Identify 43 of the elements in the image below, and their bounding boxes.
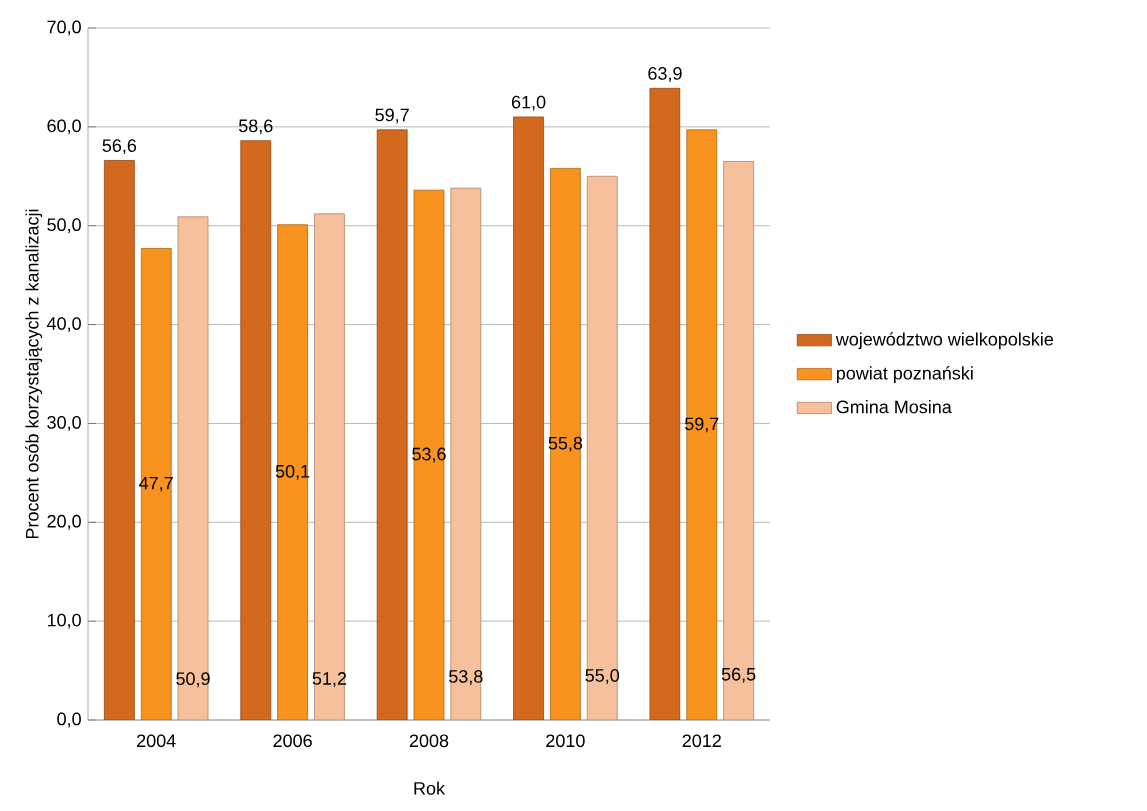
bar — [550, 167, 581, 720]
data-label: 58,6 — [238, 119, 273, 135]
data-label: 63,9 — [648, 67, 682, 82]
y-tick-label: 30,0 — [47, 415, 81, 431]
data-label: 55,0 — [585, 669, 620, 684]
legend-label: województwo wielkopolskie — [835, 332, 1054, 350]
bar — [586, 175, 618, 720]
x-tick-label: 2012 — [682, 734, 721, 748]
bar — [723, 161, 755, 720]
data-label: 53,8 — [449, 670, 483, 685]
bar — [686, 129, 718, 720]
data-label: 61,0 — [511, 95, 546, 111]
y-tick-label: 40,0 — [46, 317, 81, 332]
bar — [513, 116, 544, 720]
y-axis-title: Procent osób korzystających z kanalizacji — [25, 209, 43, 539]
y-tick-label: 0,0 — [57, 712, 81, 728]
x-tick-label: 2004 — [137, 734, 176, 748]
bar — [140, 248, 172, 720]
bar — [240, 140, 272, 720]
y-tick-label: 70,0 — [47, 20, 81, 36]
x-tick-label: 2006 — [273, 734, 312, 748]
legend-label: Gmina Mosina — [836, 400, 952, 414]
bar — [177, 216, 209, 720]
data-label: 56,6 — [102, 139, 137, 155]
bar — [413, 189, 445, 720]
x-tick-label: 2008 — [409, 734, 449, 748]
x-tick-label: 2010 — [546, 734, 585, 748]
data-label: 50,9 — [176, 672, 210, 688]
y-tick-label: 50,0 — [47, 218, 81, 234]
bar — [450, 187, 482, 720]
legend-label: powiat poznański — [836, 366, 973, 384]
x-axis-title: Rok — [414, 781, 446, 795]
bar — [103, 160, 135, 720]
bar — [649, 87, 681, 720]
y-tick-label: 10,0 — [47, 613, 81, 629]
data-label: 59,7 — [375, 108, 409, 124]
bar — [277, 224, 308, 720]
bar — [314, 213, 345, 720]
bar — [376, 129, 408, 720]
y-tick-label: 20,0 — [47, 514, 81, 530]
data-label: 56,5 — [721, 667, 756, 683]
y-tick-label: 60,0 — [47, 119, 81, 135]
data-label: 51,2 — [312, 672, 347, 687]
